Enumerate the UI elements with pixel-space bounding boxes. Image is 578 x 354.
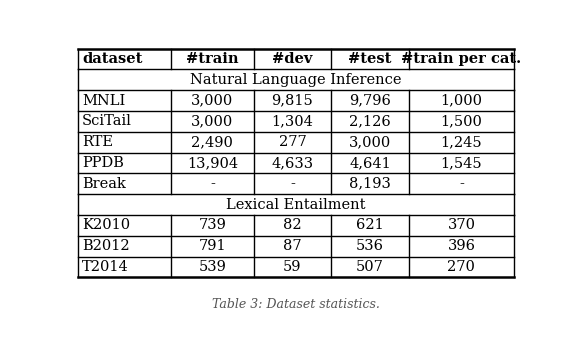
Text: 3,000: 3,000 — [191, 93, 234, 108]
Text: 59: 59 — [283, 260, 302, 274]
Text: -: - — [290, 177, 295, 191]
Text: 270: 270 — [447, 260, 475, 274]
Text: RTE: RTE — [82, 135, 113, 149]
Text: 87: 87 — [283, 239, 302, 253]
Text: Break: Break — [82, 177, 126, 191]
Text: 621: 621 — [356, 218, 384, 232]
Text: dataset: dataset — [82, 52, 142, 66]
Text: 4,633: 4,633 — [272, 156, 313, 170]
Text: 791: 791 — [199, 239, 226, 253]
Text: 1,245: 1,245 — [440, 135, 482, 149]
Text: 8,193: 8,193 — [349, 177, 391, 191]
Text: 3,000: 3,000 — [349, 135, 391, 149]
Text: #train: #train — [186, 52, 239, 66]
Text: 507: 507 — [356, 260, 384, 274]
Text: 82: 82 — [283, 218, 302, 232]
Text: 1,545: 1,545 — [440, 156, 482, 170]
Text: 1,500: 1,500 — [440, 114, 483, 129]
Text: 1,000: 1,000 — [440, 93, 483, 108]
Text: #train per cat.: #train per cat. — [401, 52, 521, 66]
Text: PPDB: PPDB — [82, 156, 124, 170]
Text: 370: 370 — [447, 218, 476, 232]
Text: 396: 396 — [447, 239, 476, 253]
Text: 4,641: 4,641 — [349, 156, 391, 170]
Text: 9,815: 9,815 — [272, 93, 313, 108]
Text: SciTail: SciTail — [82, 114, 132, 129]
Text: 536: 536 — [356, 239, 384, 253]
Text: #test: #test — [349, 52, 392, 66]
Text: 3,000: 3,000 — [191, 114, 234, 129]
Text: 2,490: 2,490 — [191, 135, 234, 149]
Text: Table 3: Dataset statistics.: Table 3: Dataset statistics. — [212, 298, 380, 311]
Text: Lexical Entailment: Lexical Entailment — [227, 198, 366, 212]
Text: T2014: T2014 — [82, 260, 129, 274]
Text: 739: 739 — [198, 218, 227, 232]
Text: -: - — [210, 177, 215, 191]
Text: 1,304: 1,304 — [272, 114, 313, 129]
Text: 9,796: 9,796 — [349, 93, 391, 108]
Text: #dev: #dev — [272, 52, 313, 66]
Text: 2,126: 2,126 — [349, 114, 391, 129]
Text: B2012: B2012 — [82, 239, 129, 253]
Text: MNLI: MNLI — [82, 93, 125, 108]
Text: -: - — [459, 177, 464, 191]
Text: K2010: K2010 — [82, 218, 130, 232]
Text: 13,904: 13,904 — [187, 156, 238, 170]
Text: 539: 539 — [198, 260, 227, 274]
Text: Natural Language Inference: Natural Language Inference — [191, 73, 402, 87]
Text: 277: 277 — [279, 135, 306, 149]
